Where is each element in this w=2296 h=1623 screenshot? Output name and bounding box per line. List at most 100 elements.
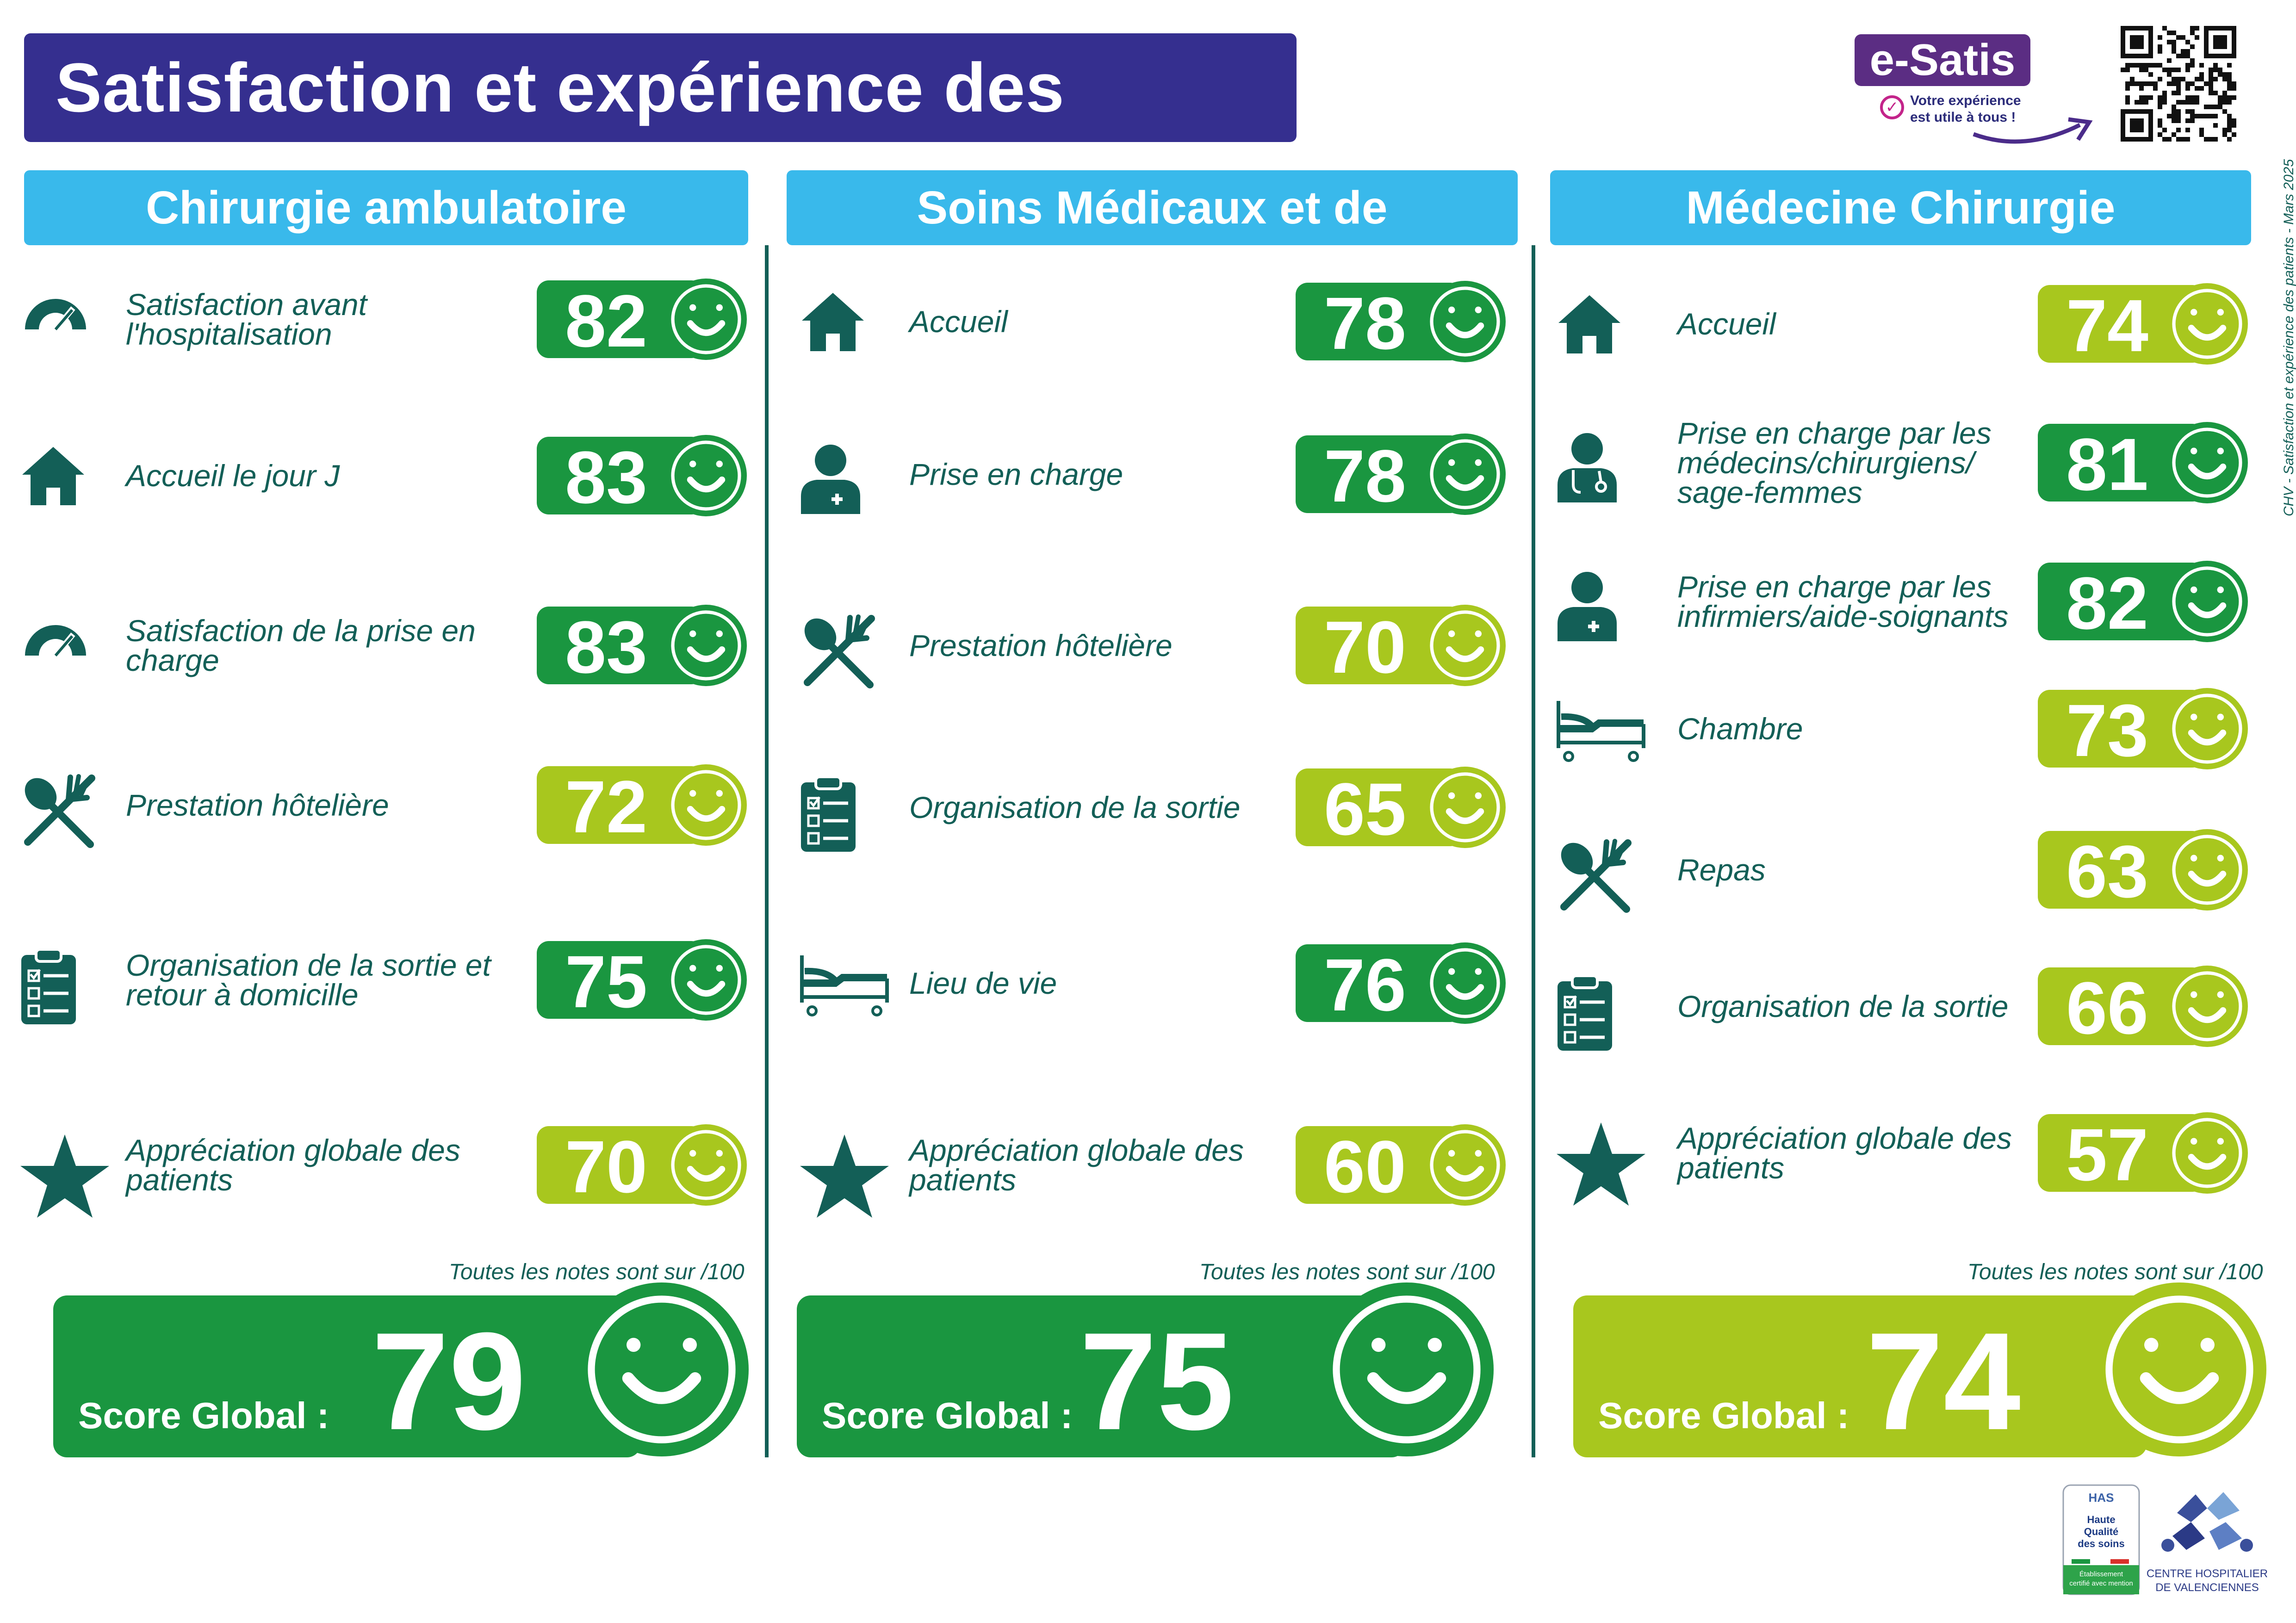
bed-icon: [798, 951, 891, 1022]
score-badge: 76: [1296, 942, 1508, 1026]
score-value: 81: [2066, 423, 2148, 506]
has-line-3: des soins: [2078, 1538, 2125, 1549]
tagline-line-2: est utile à tous !: [1910, 110, 2016, 125]
criterion-label: Accueil: [909, 306, 1008, 337]
smiley-icon: [2166, 561, 2248, 642]
clipboard-icon: [19, 948, 79, 1028]
smiley-icon: [665, 279, 747, 360]
chv-line-1: CENTRE HOSPITALIER: [2146, 1567, 2268, 1580]
smiley-icon: [665, 764, 747, 846]
score-badge: 57: [2038, 1112, 2251, 1196]
criterion-label-line: patients: [909, 1163, 1017, 1197]
has-line-1: Haute: [2087, 1514, 2116, 1525]
criterion-label-line: Organisation de la sortie: [1677, 989, 2009, 1023]
global-score-panel: Score Global : 79: [53, 1282, 749, 1459]
criterion-label: Lieu de vie: [909, 968, 1057, 998]
score-value: 72: [565, 765, 647, 848]
score-badge: 72: [537, 764, 750, 848]
criterion-label: Prestation hôtelière: [126, 790, 389, 820]
global-score-value: 79: [372, 1303, 526, 1459]
criterion-label-line: Prise en charge: [909, 457, 1123, 491]
criterion-label: Satisfaction avant l'hospitalisation: [126, 287, 367, 351]
global-score-value: 75: [1080, 1303, 1234, 1459]
smiley-icon: [665, 939, 747, 1021]
score-value: 78: [1324, 282, 1406, 365]
smiley-icon: [1424, 281, 1506, 362]
criterion-label-line: l'hospitalisation: [126, 317, 332, 351]
criterion-label: Satisfaction de la prise en charge: [126, 613, 476, 675]
smiley-icon: [575, 1282, 749, 1456]
criterion-label-line: Lieu de vie: [909, 966, 1057, 1000]
criterion-label: Appréciation globale des patients: [126, 1135, 460, 1195]
score-badge: 70: [1296, 605, 1508, 688]
criterion-label-line: Satisfaction de la prise en: [126, 613, 476, 648]
smiley-icon: [1424, 942, 1506, 1024]
vertical-note: CHV - Satisfaction et expérience des pat…: [2281, 159, 2296, 517]
esatis-brand: e-Satis: [1855, 34, 2030, 86]
column-header: Soins Médicaux et de Réadaptation: [787, 170, 1518, 309]
smiley-icon: [2166, 688, 2248, 769]
criterion-label-line: retour à domicille: [126, 978, 359, 1012]
clipboard-icon: [798, 775, 858, 856]
global-score-bg: [53, 1295, 641, 1457]
global-score-bg: [797, 1295, 1405, 1457]
esatis-logo: e-Satis ✓ Votre expérience est utile à t…: [1855, 34, 2030, 125]
score-badge: 70: [537, 1124, 750, 1208]
nurse-icon: [1555, 569, 1620, 645]
home-icon: [798, 289, 868, 356]
criterion-label: Prestation hôtelière: [909, 628, 1173, 663]
score-value: 76: [1324, 943, 1406, 1026]
criterion-label: Appréciation globale des patients: [1677, 1123, 2012, 1183]
esatis-tagline: Votre expérience est utile à tous !: [1910, 93, 2040, 126]
has-line-4: Établissement: [2079, 1570, 2123, 1578]
global-score-value: 74: [1866, 1303, 2021, 1459]
page-title: Satisfaction et expérience des patients: [24, 33, 1297, 235]
score-value: 74: [2066, 284, 2148, 367]
fork-spoon-icon: [798, 613, 877, 694]
score-value: 82: [565, 279, 647, 362]
doctor-icon: [1555, 430, 1620, 507]
qr-code-icon[interactable]: [2121, 26, 2236, 142]
criterion-label: Organisation de la sortie: [909, 790, 1241, 824]
criterion-label-line: Satisfaction avant: [126, 287, 367, 322]
score-badge: 66: [2038, 966, 2251, 1049]
score-badge: 63: [2038, 829, 2251, 913]
has-line-2: Qualité: [2084, 1526, 2119, 1537]
criterion-label: Accueil: [1677, 309, 1776, 339]
score-badge: 82: [2038, 561, 2251, 644]
fork-spoon-icon: [19, 773, 97, 854]
global-score-label: Score Global :: [78, 1395, 329, 1436]
score-value: 70: [565, 1125, 647, 1208]
chv-logo: CENTRE HOSPITALIER DE VALENCIENNES: [2147, 1485, 2268, 1601]
criterion-label-line: Repas: [1677, 853, 1766, 887]
criterion-label-line: Prise en charge par les: [1677, 570, 1992, 604]
score-value: 82: [2066, 562, 2148, 644]
has-line-5: certifié avec mention: [2069, 1580, 2133, 1587]
criterion-label-line: patients: [126, 1163, 233, 1197]
star-icon: [19, 1133, 111, 1223]
gauge-icon: [19, 287, 93, 340]
tagline-line-1: Votre expérience: [1910, 93, 2021, 108]
smiley-icon: [665, 435, 747, 516]
score-value: 78: [1324, 434, 1406, 517]
criterion-label-line: Organisation de la sortie et: [126, 948, 491, 982]
score-value: 63: [2066, 830, 2148, 913]
smiley-icon: [2166, 283, 2248, 365]
smiley-icon: [2166, 1112, 2248, 1194]
criterion-label-line: Organisation de la sortie: [909, 790, 1241, 824]
criterion-label-line: Appréciation globale des: [126, 1133, 460, 1167]
global-score-bg: [1573, 1295, 2147, 1457]
score-value: 75: [565, 940, 647, 1023]
star-icon: [1555, 1121, 1647, 1211]
nurse-icon: [798, 442, 863, 518]
score-badge: 60: [1296, 1124, 1508, 1208]
smiley-icon: [665, 1124, 747, 1206]
has-badge-logo: HAS Haute Qualité des soins Établissemen…: [2062, 1484, 2140, 1595]
criterion-label-line: Prestation hôtelière: [909, 628, 1173, 663]
fork-spoon-icon: [1555, 837, 1633, 918]
score-badge: 81: [2038, 422, 2251, 506]
score-badge: 73: [2038, 688, 2251, 771]
column-header: Chirurgie ambulatoire: [24, 170, 748, 245]
smiley-icon: [1424, 434, 1506, 515]
score-badge: 65: [1296, 767, 1508, 850]
